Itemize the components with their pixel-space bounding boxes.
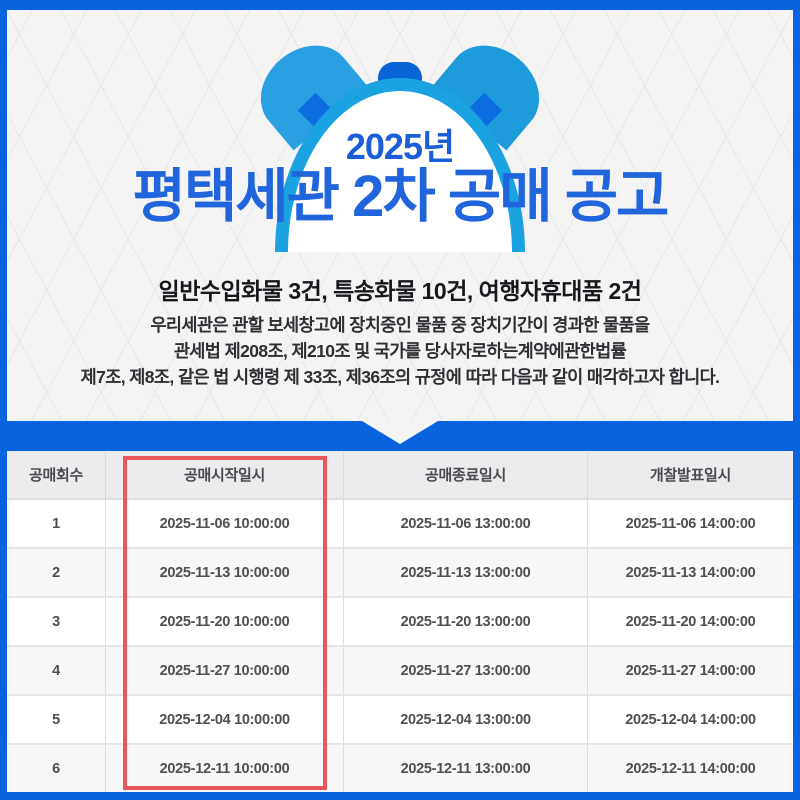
round-number: 5 xyxy=(52,711,60,728)
alarm-clock-icon: 2025년 xyxy=(7,10,793,270)
auction-start-datetime: 2025-12-11 10:00:00 xyxy=(105,745,343,792)
notice-description: 우리세관은 관할 보세창고에 장치중인 물품 중 장치기간이 경과한 물품을 관… xyxy=(7,312,793,390)
round-number: 1 xyxy=(52,515,60,532)
table-row-6: 6 2025-12-11 10:00:00 2025-12-11 13:00:0… xyxy=(7,743,793,792)
frame-border-right xyxy=(793,0,800,800)
table-row-2: 2 2025-11-13 10:00:00 2025-11-13 13:00:0… xyxy=(7,547,793,596)
auction-end-datetime: 2025-12-11 13:00:00 xyxy=(343,745,587,792)
schedule-table: 공매회수 공매시작일시 공매종료일시 개찰발표일시 1 2025-11-06 1… xyxy=(7,451,793,792)
year-badge: 2025년 xyxy=(345,126,455,167)
auction-end-datetime: 2025-11-06 13:00:00 xyxy=(343,500,587,547)
round-number: 6 xyxy=(52,760,60,777)
bid-announce-datetime: 2025-11-06 14:00:00 xyxy=(587,500,793,547)
bid-announce-datetime: 2025-11-13 14:00:00 xyxy=(587,549,793,596)
auction-start-datetime: 2025-11-20 10:00:00 xyxy=(105,598,343,645)
description-line-1: 우리세관은 관할 보세창고에 장치중인 물품 중 장치기간이 경과한 물품을 xyxy=(150,315,650,335)
auction-start-datetime: 2025-11-06 10:00:00 xyxy=(105,500,343,547)
column-header-auction-end: 공매종료일시 xyxy=(343,451,587,498)
description-line-3: 제7조, 제8조, 같은 법 시행령 제 33조, 제36조의 규정에 따라 다… xyxy=(80,367,720,387)
bid-announce-datetime: 2025-11-20 14:00:00 xyxy=(587,598,793,645)
auction-end-datetime: 2025-11-20 13:00:00 xyxy=(343,598,587,645)
round-number: 4 xyxy=(52,662,60,679)
auction-start-datetime: 2025-11-13 10:00:00 xyxy=(105,549,343,596)
column-header-bid-announce: 개찰발표일시 xyxy=(587,451,793,498)
auction-start-datetime: 2025-11-27 10:00:00 xyxy=(105,647,343,694)
bid-announce-datetime: 2025-12-04 14:00:00 xyxy=(587,696,793,743)
section-divider-band xyxy=(0,421,800,451)
hero-section: 2025년 평택세관 2차 공매 공고 일반수입화물 3건, 특송화물 10건,… xyxy=(7,10,793,421)
round-number: 2 xyxy=(52,564,60,581)
table-row-4: 4 2025-11-27 10:00:00 2025-11-27 13:00:0… xyxy=(7,645,793,694)
auction-start-datetime: 2025-12-04 10:00:00 xyxy=(105,696,343,743)
table-row-3: 3 2025-11-20 10:00:00 2025-11-20 13:00:0… xyxy=(7,596,793,645)
column-header-auction-round: 공매회수 xyxy=(28,467,83,484)
round-number: 3 xyxy=(52,613,60,630)
table-row-5: 5 2025-12-04 10:00:00 2025-12-04 13:00:0… xyxy=(7,694,793,743)
divider-arrow-down-icon xyxy=(362,421,438,444)
table-row-1: 1 2025-11-06 10:00:00 2025-11-06 13:00:0… xyxy=(7,500,793,547)
frame-border-top xyxy=(0,0,800,10)
column-header-auction-start: 공매시작일시 xyxy=(105,451,343,498)
start-datetime-highlight-box xyxy=(123,456,327,790)
frame-border-left xyxy=(0,0,7,800)
description-line-2: 관세법 제208조, 제210조 및 국가를 당사자로하는계약에관한법률 xyxy=(173,341,627,361)
auction-end-datetime: 2025-11-27 13:00:00 xyxy=(343,647,587,694)
auction-end-datetime: 2025-11-13 13:00:00 xyxy=(343,549,587,596)
item-summary-line: 일반수입화물 3건, 특송화물 10건, 여행자휴대품 2건 xyxy=(158,278,642,304)
bid-announce-datetime: 2025-11-27 14:00:00 xyxy=(587,647,793,694)
bid-announce-datetime: 2025-12-11 14:00:00 xyxy=(587,745,793,792)
table-header-row: 공매회수 공매시작일시 공매종료일시 개찰발표일시 xyxy=(7,451,793,500)
auction-end-datetime: 2025-12-04 13:00:00 xyxy=(343,696,587,743)
frame-border-bottom xyxy=(0,792,800,800)
page-title: 평택세관 2차 공매 공고 xyxy=(132,164,670,229)
